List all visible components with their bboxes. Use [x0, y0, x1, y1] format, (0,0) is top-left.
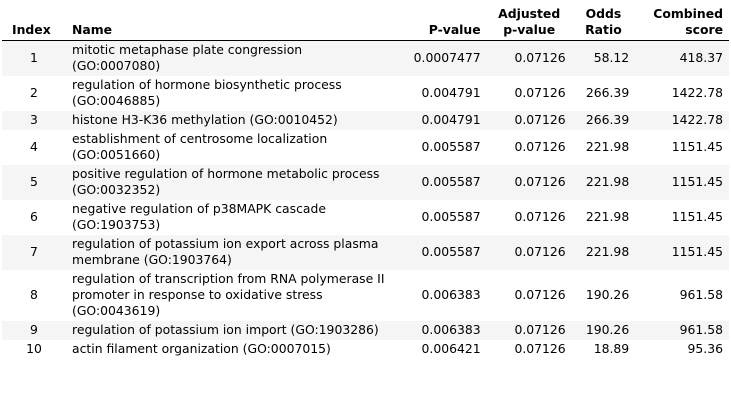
table-row: 1 mitotic metaphase plate congression (G… [2, 40, 729, 76]
cell-name: mitotic metaphase plate congression (GO:… [72, 42, 303, 73]
cell-odds-ratio: 221.98 [585, 139, 630, 154]
cell-adjusted-pvalue: 0.07126 [514, 85, 566, 100]
cell-combined-score: 961.58 [679, 322, 723, 337]
cell-name: negative regulation of p38MAPK cascade (… [72, 201, 326, 232]
cell-name: positive regulation of hormone metabolic… [72, 166, 380, 197]
cell-pvalue: 0.0007477 [413, 50, 481, 65]
cell-pvalue: 0.004791 [421, 112, 481, 127]
cell-pvalue: 0.004791 [421, 85, 481, 100]
table-row: 2 regulation of hormone biosynthetic pro… [2, 76, 729, 111]
cell-adjusted-pvalue: 0.07126 [514, 341, 566, 356]
cell-index: 10 [26, 341, 42, 356]
cell-index: 9 [30, 322, 38, 337]
table-row: 5 positive regulation of hormone metabol… [2, 165, 729, 200]
cell-odds-ratio: 221.98 [585, 209, 630, 224]
cell-pvalue: 0.006383 [421, 322, 481, 337]
header-combined-line1: Combined [653, 6, 723, 21]
cell-adjusted-pvalue: 0.07126 [514, 209, 566, 224]
cell-index: 8 [30, 287, 38, 302]
cell-pvalue: 0.005587 [421, 244, 481, 259]
table-row: 3 histone H3-K36 methylation (GO:0010452… [2, 111, 729, 130]
table-row: 6 negative regulation of p38MAPK cascade… [2, 200, 729, 235]
cell-index: 4 [30, 139, 38, 154]
header-index: Index [2, 3, 66, 41]
cell-index: 7 [30, 244, 38, 259]
header-odds-line1: Odds [585, 6, 622, 21]
cell-pvalue: 0.005587 [421, 174, 481, 189]
cell-odds-ratio: 221.98 [585, 174, 630, 189]
cell-odds-ratio: 266.39 [585, 112, 630, 127]
cell-combined-score: 1422.78 [671, 85, 723, 100]
header-pvalue: P-value [396, 3, 487, 41]
header-odds-line2: Ratio [585, 22, 622, 37]
cell-name: histone H3-K36 methylation (GO:0010452) [72, 112, 338, 127]
header-adjusted-pvalue: Adjusted p-value [486, 3, 572, 41]
table-body: 1 mitotic metaphase plate congression (G… [2, 40, 729, 359]
enrichment-results-table: Index Name P-value Adjusted p-value Odds… [2, 3, 729, 359]
header-combined-score: Combined score [635, 3, 729, 41]
header-name: Name [66, 3, 396, 41]
cell-name: regulation of potassium ion import (GO:1… [72, 322, 379, 337]
table-header: Index Name P-value Adjusted p-value Odds… [2, 3, 729, 41]
cell-name: establishment of centrosome localization… [72, 131, 328, 162]
cell-odds-ratio: 18.89 [593, 341, 630, 356]
cell-adjusted-pvalue: 0.07126 [514, 50, 566, 65]
table-row: 8 regulation of transcription from RNA p… [2, 270, 729, 321]
table-row: 7 regulation of potassium ion export acr… [2, 235, 729, 270]
header-adjusted-line1: Adjusted [498, 6, 561, 21]
cell-index: 1 [30, 50, 38, 65]
cell-pvalue: 0.005587 [421, 209, 481, 224]
header-row: Index Name P-value Adjusted p-value Odds… [2, 3, 729, 41]
cell-adjusted-pvalue: 0.07126 [514, 112, 566, 127]
cell-odds-ratio: 58.12 [593, 50, 630, 65]
header-adjusted-line2: p-value [503, 22, 556, 37]
cell-combined-score: 1151.45 [671, 244, 723, 259]
table-row: 4 establishment of centrosome localizati… [2, 130, 729, 165]
table-row: 9 regulation of potassium ion import (GO… [2, 321, 729, 340]
cell-odds-ratio: 190.26 [585, 322, 630, 337]
cell-name: regulation of transcription from RNA pol… [72, 271, 385, 318]
cell-adjusted-pvalue: 0.07126 [514, 139, 566, 154]
cell-name: regulation of hormone biosynthetic proce… [72, 77, 342, 108]
cell-pvalue: 0.005587 [421, 139, 481, 154]
cell-combined-score: 95.36 [687, 341, 723, 356]
cell-combined-score: 1151.45 [671, 209, 723, 224]
cell-odds-ratio: 190.26 [585, 287, 630, 302]
header-odds-ratio: Odds Ratio [571, 3, 636, 41]
cell-name: actin filament organization (GO:0007015) [72, 341, 331, 356]
cell-pvalue: 0.006421 [421, 341, 481, 356]
cell-pvalue: 0.006383 [421, 287, 481, 302]
cell-adjusted-pvalue: 0.07126 [514, 322, 566, 337]
cell-adjusted-pvalue: 0.07126 [514, 244, 566, 259]
cell-adjusted-pvalue: 0.07126 [514, 174, 566, 189]
cell-odds-ratio: 221.98 [585, 244, 630, 259]
cell-name: regulation of potassium ion export acros… [72, 236, 379, 267]
cell-adjusted-pvalue: 0.07126 [514, 287, 566, 302]
cell-combined-score: 1151.45 [671, 174, 723, 189]
cell-odds-ratio: 266.39 [585, 85, 630, 100]
header-combined-line2: score [685, 22, 723, 37]
cell-combined-score: 1151.45 [671, 139, 723, 154]
cell-index: 5 [30, 174, 38, 189]
cell-combined-score: 418.37 [679, 50, 723, 65]
cell-combined-score: 961.58 [679, 287, 723, 302]
cell-combined-score: 1422.78 [671, 112, 723, 127]
cell-index: 6 [30, 209, 38, 224]
cell-index: 2 [30, 85, 38, 100]
cell-index: 3 [30, 112, 38, 127]
table-row: 10 actin filament organization (GO:00070… [2, 340, 729, 359]
